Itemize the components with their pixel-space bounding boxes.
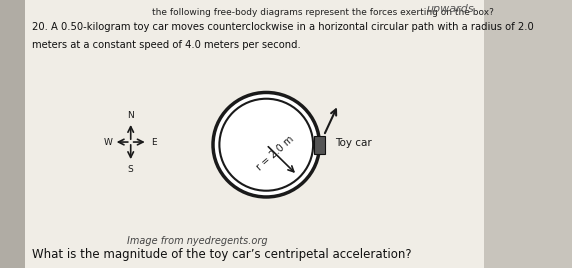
Text: Toy car: Toy car (335, 138, 371, 148)
Bar (315, 136, 324, 154)
Text: r = 2.0 m: r = 2.0 m (255, 134, 296, 172)
Text: 20. A 0.50-kilogram toy car moves counterclockwise in a horizontal circular path: 20. A 0.50-kilogram toy car moves counte… (32, 22, 534, 32)
Ellipse shape (213, 92, 320, 197)
Bar (0, 0, 25, 268)
Text: meters at a constant speed of 4.0 meters per second.: meters at a constant speed of 4.0 meters… (32, 40, 301, 50)
Text: N: N (128, 110, 134, 120)
Text: the following free-body diagrams represent the forces exerting on the box?: the following free-body diagrams represe… (152, 8, 494, 17)
Text: E: E (151, 137, 156, 147)
Text: W: W (104, 137, 112, 147)
Text: What is the magnitude of the toy car’s centripetal acceleration?: What is the magnitude of the toy car’s c… (32, 248, 412, 261)
Text: Image from nyedregents.org: Image from nyedregents.org (127, 236, 268, 246)
Text: S: S (128, 165, 134, 174)
Text: upwards: upwards (426, 4, 474, 14)
